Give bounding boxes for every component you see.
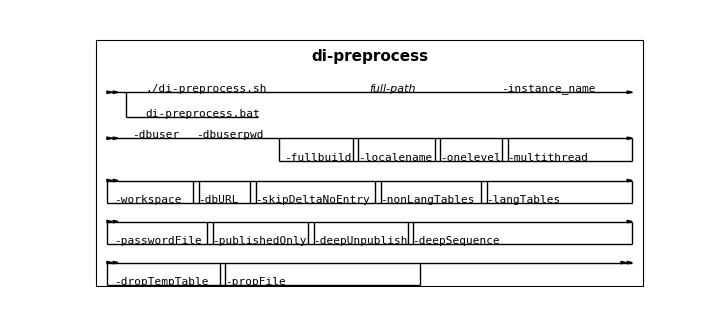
- Text: -passwordFile: -passwordFile: [114, 236, 201, 246]
- Text: -localename: -localename: [358, 153, 432, 163]
- Polygon shape: [107, 137, 112, 140]
- Polygon shape: [113, 137, 118, 140]
- Text: -onelevel: -onelevel: [440, 153, 500, 163]
- Polygon shape: [113, 220, 118, 223]
- Polygon shape: [107, 220, 112, 223]
- Polygon shape: [107, 91, 112, 93]
- Polygon shape: [113, 261, 118, 264]
- Text: -deepUnpublish: -deepUnpublish: [313, 236, 407, 246]
- Text: -dbuserpwd: -dbuserpwd: [196, 130, 264, 140]
- Text: -propFile: -propFile: [225, 277, 286, 287]
- Polygon shape: [627, 179, 632, 182]
- Text: -nonLangTables: -nonLangTables: [380, 195, 474, 205]
- Text: -skipDeltaNoEntry: -skipDeltaNoEntry: [255, 195, 371, 205]
- Text: full-path: full-path: [369, 84, 416, 93]
- Text: -dbURL: -dbURL: [198, 195, 239, 205]
- Text: -multithread: -multithread: [507, 153, 588, 163]
- Text: -deepSequence: -deepSequence: [412, 236, 500, 246]
- Polygon shape: [107, 261, 112, 264]
- Text: -dropTempTable: -dropTempTable: [114, 277, 208, 287]
- Text: di-preprocess: di-preprocess: [311, 49, 428, 64]
- Text: -publishedOnly: -publishedOnly: [213, 236, 307, 246]
- Text: ./di-preprocess.sh: ./di-preprocess.sh: [145, 84, 266, 93]
- Text: -workspace: -workspace: [114, 195, 181, 205]
- Polygon shape: [113, 91, 118, 93]
- Polygon shape: [627, 220, 632, 223]
- Polygon shape: [621, 261, 626, 264]
- Text: -fullbuild: -fullbuild: [284, 153, 352, 163]
- Polygon shape: [627, 261, 632, 264]
- Polygon shape: [107, 179, 112, 182]
- Text: di-preprocess.bat: di-preprocess.bat: [145, 109, 260, 119]
- Polygon shape: [627, 91, 632, 93]
- Text: -langTables: -langTables: [486, 195, 560, 205]
- Text: -dbuser: -dbuser: [132, 130, 180, 140]
- Text: -instance_name: -instance_name: [501, 83, 596, 94]
- Polygon shape: [627, 137, 632, 140]
- Polygon shape: [113, 179, 118, 182]
